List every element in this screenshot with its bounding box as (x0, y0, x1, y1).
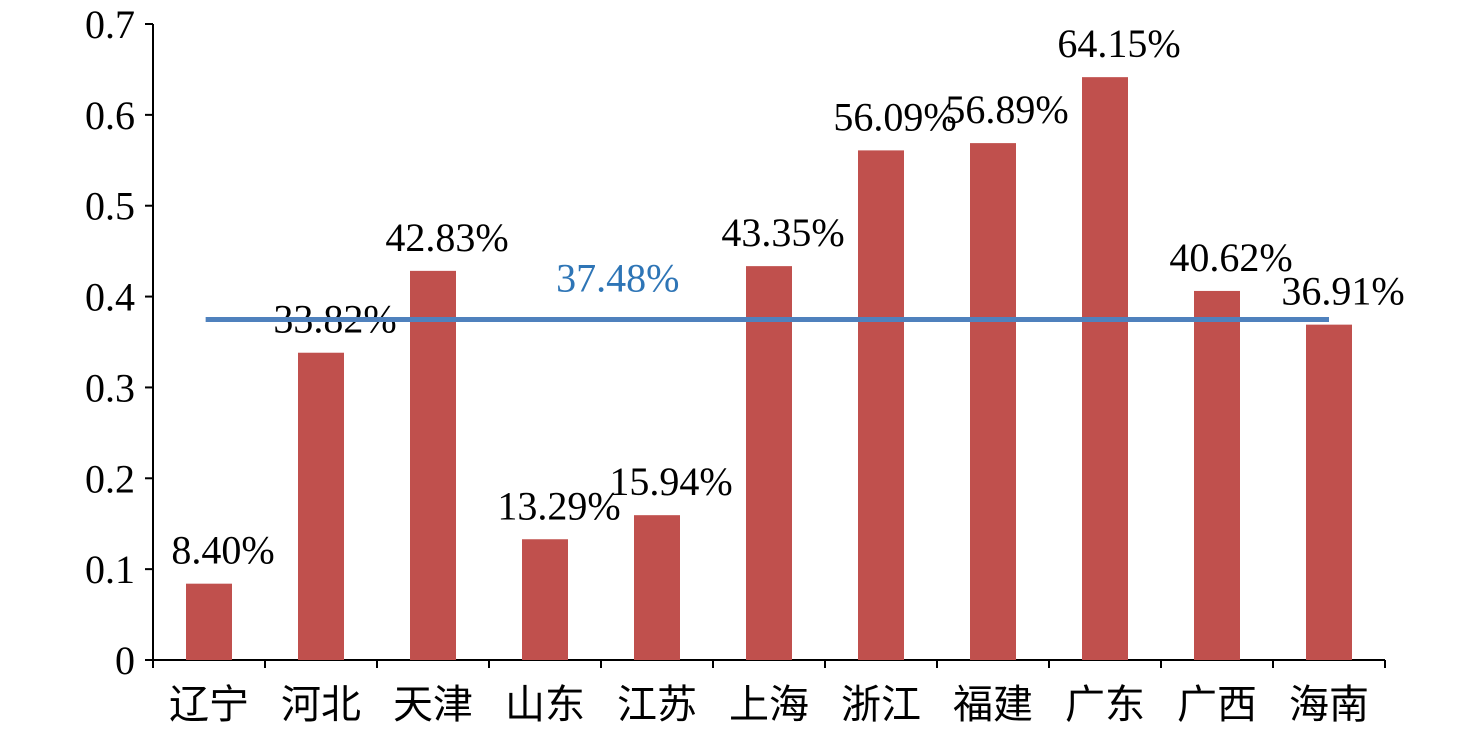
y-tick-label: 0.2 (85, 456, 135, 501)
bar (522, 539, 568, 660)
x-tick-label: 天津 (393, 682, 473, 727)
x-tick-label: 浙江 (841, 682, 921, 727)
data-label: 36.91% (1281, 269, 1404, 314)
bar (1306, 324, 1352, 660)
data-label: 42.83% (385, 215, 508, 260)
data-label: 56.09% (833, 94, 956, 139)
data-label: 43.35% (721, 210, 844, 255)
data-label: 64.15% (1057, 21, 1180, 66)
data-label: 13.29% (497, 483, 620, 528)
data-label: 15.94% (609, 459, 732, 504)
y-tick-label: 0.4 (85, 275, 135, 320)
bar (1194, 290, 1240, 660)
x-tick-label: 山东 (505, 682, 585, 727)
bar (970, 143, 1016, 660)
bar (410, 270, 456, 660)
bar (298, 352, 344, 660)
data-label: 56.89% (945, 87, 1068, 132)
bar (858, 150, 904, 661)
bar (186, 583, 232, 660)
x-tick-label: 福建 (953, 682, 1033, 727)
x-tick-label: 海南 (1289, 682, 1369, 727)
y-tick-label: 0 (115, 638, 135, 683)
x-tick-label: 河北 (281, 682, 361, 727)
y-tick-label: 0.1 (85, 547, 135, 592)
bar (634, 515, 680, 660)
y-tick-label: 0.5 (85, 184, 135, 229)
y-tick-label: 0.3 (85, 365, 135, 410)
x-tick-label: 广西 (1177, 682, 1257, 727)
bar (1082, 77, 1128, 660)
x-tick-label: 江苏 (617, 682, 697, 727)
data-label: 8.40% (171, 528, 274, 573)
x-tick-label: 上海 (729, 682, 809, 727)
y-tick-label: 0.7 (85, 2, 135, 47)
average-label: 37.48% (556, 255, 679, 300)
data-label: 40.62% (1169, 235, 1292, 280)
x-tick-label: 辽宁 (169, 682, 249, 727)
y-tick-label: 0.6 (85, 93, 135, 138)
bar (746, 266, 792, 660)
x-tick-label: 广东 (1065, 682, 1145, 727)
